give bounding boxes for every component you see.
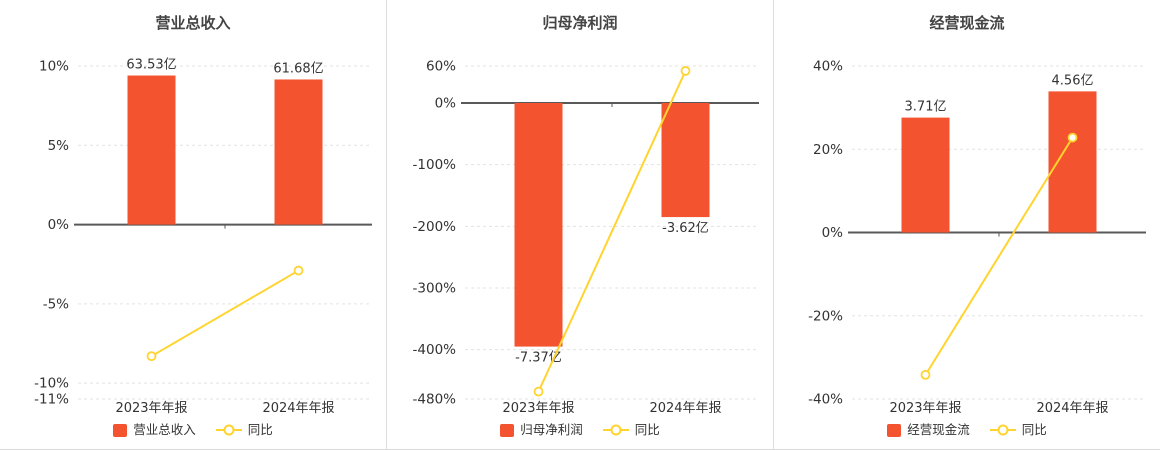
trend-line [150,269,300,358]
bar-value-label: 4.56亿 [1052,73,1094,88]
bar-swatch-icon [887,423,902,437]
y-tick-label: -200% [413,219,457,235]
legend-item-bar: 归母净利润 [500,422,583,438]
legend-label-bar: 营业总收入 [133,422,196,437]
chart-panel-revenue: 营业总收入 10% 5% 0% -5% -10% -11% 63.53亿 2023年年报 61.… [0,0,386,449]
y-tick-label: -300% [413,281,457,297]
legend-item-line: 同比 [215,422,273,438]
bar-value-label: 3.71亿 [905,100,947,115]
bar[interactable] [127,75,176,225]
legend-item-line: 同比 [989,422,1047,438]
bar[interactable] [661,103,710,218]
chart-panel-net-profit: 归母净利润 60% 0% -100% -200% -300% -400% -480% -7.3… [386,0,773,449]
trend-point[interactable] [920,369,931,380]
x-category-label: 2023年年报 [889,401,961,416]
chart-legend: 经营现金流 同比 [887,422,1047,438]
chart-legend: 营业总收入 同比 [113,422,273,438]
y-tick-label: 40% [813,59,843,75]
line-marker-icon [989,424,1016,436]
bar-swatch-icon [113,423,128,437]
legend-item-line: 同比 [602,422,660,438]
bar-value-label: 63.53亿 [126,58,176,73]
bar-value-label: -7.37亿 [515,351,562,366]
y-tick-label: -480% [413,392,457,408]
y-tick-label: -40% [808,392,843,408]
bar[interactable] [901,117,950,233]
chart-title-revenue: 营业总收入 [155,14,231,32]
legend-label-line: 同比 [1021,422,1047,437]
trend-line [537,70,687,393]
line-marker-icon [215,424,242,436]
y-tick-label: -100% [413,157,457,173]
x-category-label: 2024年年报 [262,401,334,416]
line-marker-icon [602,424,629,436]
y-tick-label: -5% [43,296,69,312]
net-profit-chart: 60% 0% -100% -200% -300% -400% -480% -7.37亿 2023… [413,59,759,416]
trend-point[interactable] [293,265,304,276]
trend-point[interactable] [146,351,157,362]
chart-title-net-profit: 归母净利润 [542,14,618,32]
bar-value-label: -3.62亿 [662,221,709,236]
chart-legend: 归母净利润 同比 [500,422,660,438]
legend-label-line: 同比 [634,422,660,437]
trend-point[interactable] [1067,132,1078,143]
y-tick-label: 60% [426,59,456,75]
x-category-label: 2024年年报 [1036,401,1108,416]
chart-title-cash-flow: 经营现金流 [929,14,1005,32]
y-tick-label: 0% [435,96,457,112]
bar[interactable] [514,103,563,347]
x-category-label: 2023年年报 [115,401,187,416]
legend-label-line: 同比 [247,422,273,437]
y-tick-label: 0% [822,225,844,241]
x-category-label: 2023年年报 [502,401,574,416]
y-tick-label: 0% [48,217,70,233]
y-tick-label: -10% [34,376,69,392]
y-tick-label: 5% [48,138,70,154]
bar[interactable] [274,79,323,225]
legend-label-bar: 归母净利润 [520,422,583,437]
legend-item-bar: 经营现金流 [887,422,970,438]
bar[interactable] [1048,91,1097,233]
cash-flow-chart: 40% 20% 0% -20% -40% 3.71亿 2023年年报 4.56亿 2024年年报 [808,59,1146,416]
bar-value-label: 61.68亿 [273,61,323,76]
y-tick-label: -400% [413,342,457,358]
trend-point[interactable] [680,66,691,76]
x-category-label: 2024年年报 [649,401,721,416]
y-tick-label: 10% [39,59,69,75]
y-tick-label: 20% [813,142,843,158]
trend-point[interactable] [533,386,544,397]
trend-line [924,137,1074,376]
revenue-chart: 10% 5% 0% -5% -10%-11% 63.53亿 2023年年报 61.68亿 202… [34,58,372,416]
legend-item-bar: 营业总收入 [113,422,196,438]
y-tick-label: -20% [808,308,843,324]
legend-label-bar: 经营现金流 [907,422,970,437]
y-tick-label: -11% [34,392,69,408]
chart-panel-cash-flow: 经营现金流 40% 20% 0% -20% -40% 3.71亿 2023年年报 4.56亿 2… [773,0,1160,449]
bar-swatch-icon [500,423,515,437]
